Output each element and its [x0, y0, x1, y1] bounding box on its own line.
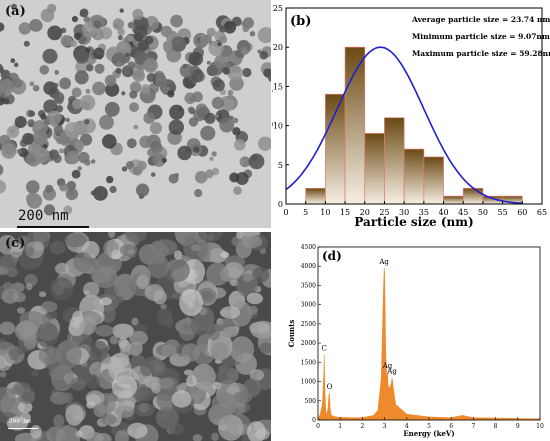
y-axis-title: Frequency (%) — [272, 62, 273, 151]
x-tick-label-1: 1 — [338, 423, 342, 430]
y-tick-label-3: 15 — [273, 82, 283, 91]
x-tick-label-9: 9 — [516, 423, 520, 430]
scale-bar-a — [17, 226, 89, 228]
x-tick-label-13: 65 — [537, 208, 547, 217]
x-tick-label-4: 4 — [405, 423, 409, 430]
tem-particle-layer — [0, 3, 271, 216]
y-tick-label-0: 0 — [278, 200, 283, 209]
tem-micrograph — [0, 0, 271, 228]
histogram-bar-8 — [462, 187, 484, 205]
y-tick-label-2: 1000 — [301, 379, 316, 386]
x-tick-label-7: 35 — [419, 208, 429, 217]
x-tick-label-0: 0 — [316, 423, 320, 430]
tem-image-panel: (a) 200 nm — [0, 0, 271, 228]
panel-label-a: (a) — [5, 4, 26, 19]
sem-image-panel: (c) 200 nm — [0, 232, 271, 441]
annotation-1: Minimum particle size = 9.07nm — [412, 32, 550, 41]
x-tick-label-11: 55 — [498, 208, 508, 217]
annotation-2: Maximum particle size = 59.28nm — [412, 49, 550, 58]
histogram-bar-4 — [384, 117, 405, 205]
plot-frame — [317, 246, 541, 421]
x-tick-label-3: 15 — [340, 208, 350, 217]
histogram-bar-6 — [423, 156, 444, 205]
x-tick-label-10: 10 — [536, 423, 544, 430]
peak-label-3: Ag — [382, 362, 393, 370]
y-tick-label-4: 20 — [273, 43, 283, 52]
scale-bar-label-c: 200 nm — [9, 418, 31, 425]
x-tick-label-5: 5 — [427, 423, 431, 430]
histogram-bar-3 — [364, 133, 385, 205]
annotation-0: Average particle size = 23.74 nm — [411, 15, 550, 24]
x-axis-title: Energy (keV) — [403, 429, 454, 438]
x-tick-label-1: 5 — [303, 208, 308, 217]
panel-label-b: (b) — [290, 14, 311, 29]
x-axis-title: Particle size (nm) — [354, 215, 473, 229]
y-tick-label-0: 0 — [312, 417, 316, 424]
x-tick-label-0: 0 — [283, 208, 288, 217]
plot-frame — [285, 7, 543, 205]
y-tick-label-5: 2500 — [301, 321, 316, 328]
x-tick-label-2: 10 — [320, 208, 330, 217]
y-tick-label-5: 25 — [273, 4, 283, 13]
y-tick-label-2: 10 — [273, 122, 283, 131]
x-tick-label-7: 7 — [471, 423, 475, 430]
y-tick-label-8: 4000 — [301, 263, 316, 270]
histogram-bar-0 — [305, 187, 326, 205]
scale-bar-c — [8, 428, 38, 429]
peak-label-4: Ag — [386, 368, 397, 376]
x-tick-label-8: 40 — [438, 208, 448, 217]
histogram-bar-7 — [443, 195, 464, 205]
scale-bar-label-a: 200 nm — [18, 208, 69, 224]
y-tick-label-3: 1500 — [301, 359, 316, 366]
x-tick-label-6: 30 — [399, 208, 409, 217]
x-tick-label-5: 25 — [379, 208, 389, 217]
edx-chart: 0 1 2 3 4 5 6 7 8 9 10 0 500 1000 1500 2000 2500 3000 3500… — [287, 244, 544, 438]
y-tick-label-7: 3500 — [301, 282, 316, 289]
panel-label-d: (d) — [322, 249, 342, 263]
x-tick-label-2: 2 — [360, 423, 364, 430]
particle-size-histogram: 0 5 10 15 20 25 30 35 40 45 50 55 60 65 0 5 10 15 20 25 Part… — [272, 0, 550, 230]
edx-spectrum: 0 1 2 3 4 5 6 7 8 9 10 0 500 1000 1500 2000 2500 3000 3500… — [272, 232, 550, 441]
y-axis-title: Counts — [287, 320, 296, 348]
edx-spectrum-trace — [317, 268, 541, 421]
x-tick-label-8: 8 — [494, 423, 498, 430]
y-tick-label-4: 2000 — [301, 340, 316, 347]
panel-label-c: (c) — [5, 236, 26, 251]
y-tick-label-9: 4500 — [301, 244, 316, 251]
gaussian-fit-curve — [285, 46, 523, 205]
x-tick-label-9: 45 — [458, 208, 468, 217]
peak-label-0: C — [322, 345, 327, 353]
histogram-chart: 0 5 10 15 20 25 30 35 40 45 50 55 60 650510152025Part… — [272, 4, 550, 229]
peak-label-2: Ag — [378, 258, 389, 266]
y-tick-label-1: 500 — [305, 398, 317, 405]
x-tick-label-6: 6 — [449, 423, 453, 430]
peak-label-1: O — [327, 383, 333, 391]
sem-grain-layer — [0, 232, 271, 441]
x-tick-label-12: 60 — [517, 208, 527, 217]
x-tick-label-3: 3 — [383, 423, 387, 430]
x-tick-label-10: 50 — [478, 208, 488, 217]
x-tick-label-4: 20 — [360, 208, 370, 217]
y-tick-label-1: 5 — [278, 161, 283, 170]
histogram-bar-1 — [325, 93, 346, 205]
sem-micrograph — [0, 232, 271, 441]
y-tick-label-6: 3000 — [301, 302, 316, 309]
histogram-bar-5 — [403, 148, 425, 205]
